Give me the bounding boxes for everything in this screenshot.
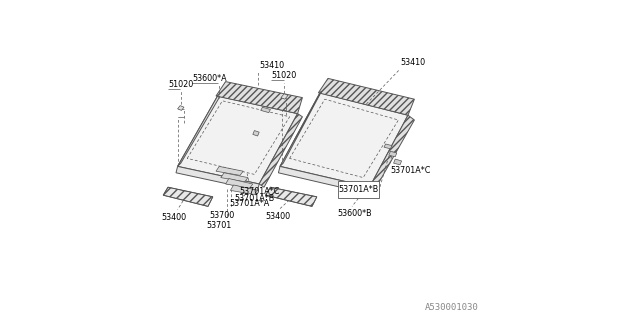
Text: 53600*B: 53600*B — [338, 209, 372, 218]
Text: A530001030: A530001030 — [425, 303, 479, 312]
Text: 51020: 51020 — [271, 71, 296, 80]
Text: 53701: 53701 — [206, 221, 232, 230]
Polygon shape — [261, 107, 270, 113]
Polygon shape — [178, 106, 184, 110]
Polygon shape — [388, 151, 397, 157]
Text: 53701A*A: 53701A*A — [230, 199, 270, 208]
Polygon shape — [278, 166, 370, 194]
Polygon shape — [226, 179, 253, 188]
Text: 53701A*B: 53701A*B — [234, 194, 275, 203]
Text: 53600*A: 53600*A — [192, 74, 227, 83]
Polygon shape — [370, 115, 415, 190]
Polygon shape — [230, 185, 258, 195]
Polygon shape — [178, 96, 219, 166]
Polygon shape — [253, 131, 259, 136]
Text: 51020: 51020 — [168, 80, 193, 89]
Polygon shape — [319, 78, 415, 115]
Text: 53400: 53400 — [265, 212, 290, 221]
Polygon shape — [221, 173, 248, 182]
Text: 53400: 53400 — [161, 213, 187, 222]
Polygon shape — [163, 187, 212, 206]
Polygon shape — [280, 91, 322, 166]
Bar — [338, 181, 380, 198]
Text: 53701A*C: 53701A*C — [239, 187, 280, 196]
Text: 53700: 53700 — [210, 211, 235, 220]
Polygon shape — [176, 166, 259, 190]
Polygon shape — [259, 114, 302, 187]
Polygon shape — [394, 159, 402, 165]
Text: 53701A*C: 53701A*C — [390, 166, 431, 175]
Polygon shape — [384, 144, 392, 149]
Polygon shape — [216, 166, 243, 175]
Polygon shape — [178, 96, 298, 184]
Polygon shape — [216, 82, 302, 114]
Text: 53410: 53410 — [259, 61, 284, 70]
Text: 53701A*B: 53701A*B — [339, 185, 378, 194]
Polygon shape — [281, 94, 288, 99]
Polygon shape — [280, 93, 408, 187]
Text: 53410: 53410 — [401, 58, 426, 67]
Polygon shape — [266, 187, 317, 206]
